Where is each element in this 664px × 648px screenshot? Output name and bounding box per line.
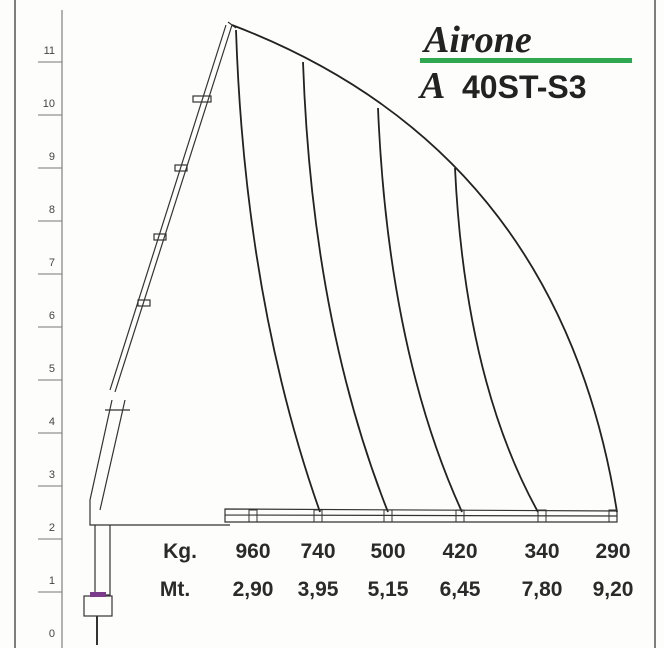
load-value: 420 [442, 540, 477, 563]
load-value: 960 [235, 540, 270, 563]
envelope [231, 24, 618, 513]
load-value: 500 [370, 540, 405, 563]
load-value: 340 [524, 540, 559, 563]
inner-boom [89, 399, 230, 526]
scale-label: 3 [49, 469, 55, 481]
reach-value: 2,90 [233, 578, 274, 601]
scale-label: 8 [49, 204, 55, 216]
reach-value: 9,20 [593, 578, 634, 601]
extension-joint [248, 509, 258, 523]
extension-joint [455, 509, 465, 523]
load-curves [231, 24, 618, 513]
reach-value: 5,15 [368, 578, 409, 601]
load-curve [454, 167, 539, 513]
scale-label: 7 [49, 257, 55, 269]
load-curve [302, 61, 389, 513]
scale-label: 10 [43, 98, 55, 110]
brand-underline [420, 58, 632, 63]
brand: Airone [422, 19, 532, 61]
kg-label: Kg. [163, 540, 197, 563]
extension-joint [313, 509, 323, 523]
scale-label: 6 [49, 310, 55, 322]
crane-drawing [83, 21, 618, 645]
scale-label: 2 [49, 522, 55, 534]
load-value: 290 [595, 540, 630, 563]
scale-label: 4 [49, 416, 55, 428]
model: 40ST-S3 [462, 69, 587, 105]
load-curve [235, 29, 321, 513]
reach-value: 3,95 [298, 578, 339, 601]
scale-label: 11 [44, 45, 55, 57]
boom-joint [192, 95, 212, 103]
model-prefix: A [418, 65, 445, 107]
reach-value: 6,45 [440, 578, 481, 601]
extension-joint [608, 509, 618, 523]
boom-joint [174, 164, 188, 172]
reach-value: 7,80 [522, 578, 563, 601]
scale-label: 9 [49, 151, 55, 163]
scale-label: 1 [49, 575, 55, 587]
rotation-ring [90, 592, 106, 597]
boom-joint [137, 299, 151, 307]
logo: Airone A 40ST-S3 [418, 19, 632, 107]
extension-joint [383, 509, 393, 523]
mt-label: Mt. [160, 578, 190, 601]
load-curve [377, 107, 463, 513]
boom-joint [153, 233, 167, 241]
extension-joint [537, 509, 547, 523]
load-value: 740 [300, 540, 335, 563]
scale-label: 5 [49, 363, 55, 375]
scale-label: 0 [49, 628, 55, 640]
